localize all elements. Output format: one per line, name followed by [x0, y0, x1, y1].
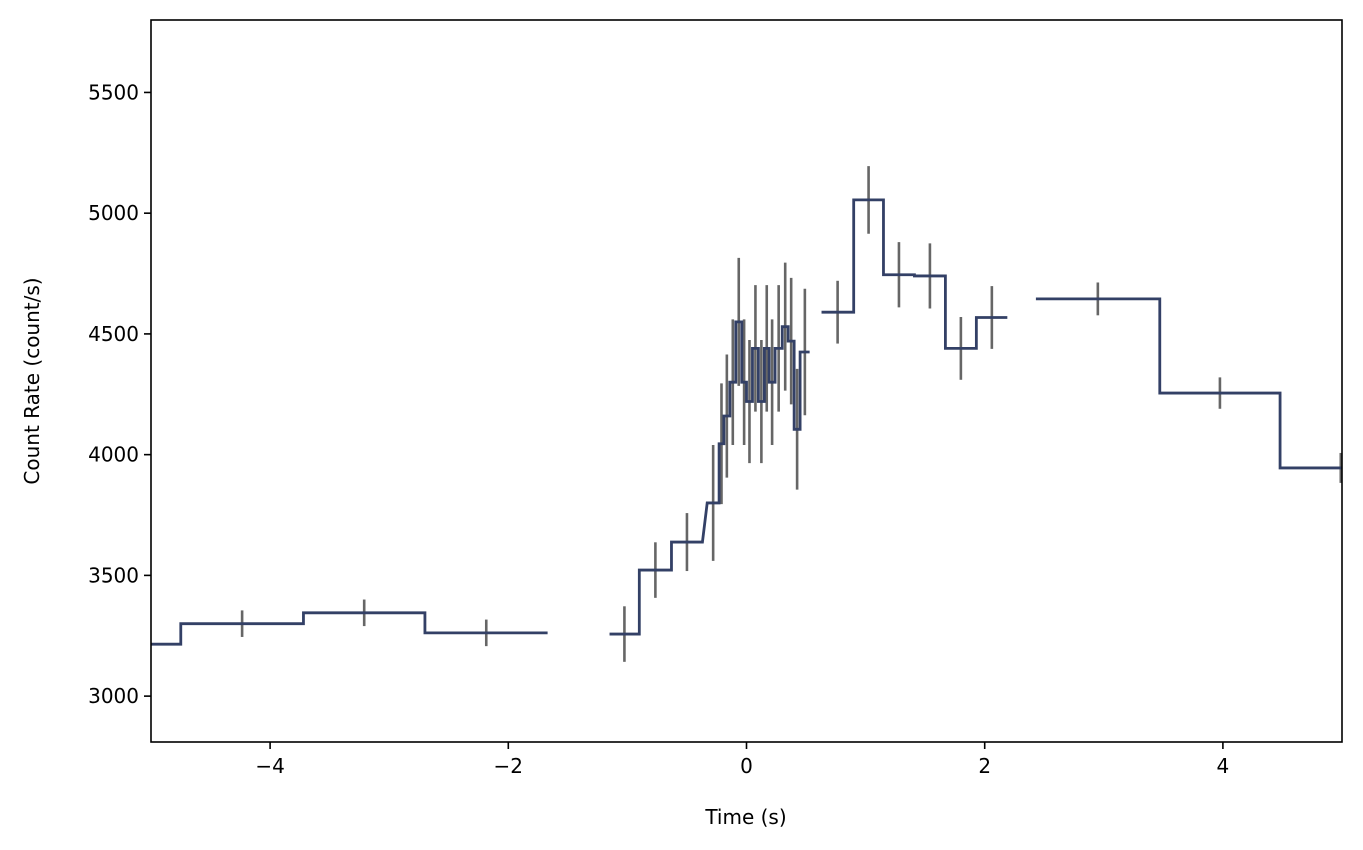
y-tick-label: 3000 — [88, 684, 139, 708]
y-tick-label: 5000 — [88, 201, 139, 225]
axes-layer: −4 −2 0 2 4 3000 3500 4000 4500 5000 5500 — [88, 80, 1229, 778]
y-tick-label: 4000 — [88, 443, 139, 467]
x-tick-label: −2 — [494, 754, 523, 778]
y-tick-label: 4500 — [88, 322, 139, 346]
step-line — [1035, 297, 1342, 470]
y-tick-label: 3500 — [88, 563, 139, 587]
step-segment-2 — [821, 166, 1008, 380]
x-tick-label: 4 — [1217, 754, 1230, 778]
y-axis-title: Count Rate (count/s) — [20, 277, 44, 484]
data-layer — [151, 166, 1342, 662]
step-segment-3 — [1035, 282, 1342, 483]
x-axis-title: Time (s) — [704, 805, 786, 829]
step-segment-0 — [151, 599, 548, 647]
step-segment-1 — [609, 257, 810, 662]
step-line — [151, 611, 548, 646]
x-tick-label: 0 — [740, 754, 753, 778]
y-tick-label: 5500 — [88, 80, 139, 104]
step-line — [821, 198, 1008, 350]
x-tick-label: −4 — [255, 754, 284, 778]
step-line — [609, 320, 810, 636]
x-tick-label: 2 — [978, 754, 991, 778]
